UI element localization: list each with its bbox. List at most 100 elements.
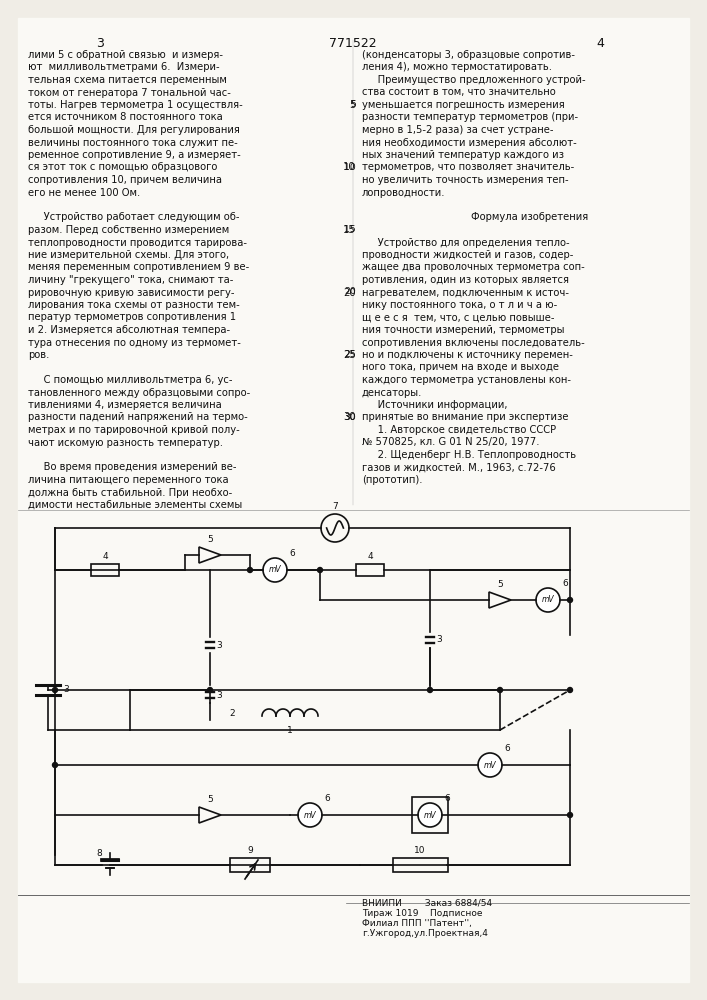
Text: mV: mV — [269, 566, 281, 574]
Text: термометров, что позволяет значитель-: термометров, что позволяет значитель- — [362, 162, 574, 172]
Text: метрах и по тарировочной кривой полу-: метрах и по тарировочной кривой полу- — [28, 425, 240, 435]
Text: лопроводности.: лопроводности. — [362, 188, 445, 198]
Text: большой мощности. Для регулирования: большой мощности. Для регулирования — [28, 125, 240, 135]
Circle shape — [498, 688, 503, 692]
Text: 20: 20 — [344, 288, 356, 296]
Text: г.Ужгород,ул.Проектная,4: г.Ужгород,ул.Проектная,4 — [362, 929, 488, 938]
Text: 3: 3 — [216, 690, 222, 700]
Text: ют  милливольтметрами 6.  Измери-: ют милливольтметрами 6. Измери- — [28, 62, 220, 73]
Text: mV: mV — [542, 595, 554, 604]
Text: разности падений напряжений на термо-: разности падений напряжений на термо- — [28, 412, 247, 422]
Text: но и подключены к источнику перемен-: но и подключены к источнику перемен- — [362, 350, 573, 360]
Text: Источники информации,: Источники информации, — [362, 400, 508, 410]
Text: 5: 5 — [207, 535, 213, 544]
Text: ния точности измерений, термометры: ния точности измерений, термометры — [362, 325, 564, 335]
Text: чают искомую разность температур.: чают искомую разность температур. — [28, 438, 223, 448]
Text: Во время проведения измерений ве-: Во время проведения измерений ве- — [28, 462, 237, 473]
Text: Тираж 1019    Подписное: Тираж 1019 Подписное — [362, 909, 482, 918]
Text: но увеличить точность измерения теп-: но увеличить точность измерения теп- — [362, 175, 568, 185]
Text: тура отнесения по одному из термомет-: тура отнесения по одному из термомет- — [28, 338, 241, 348]
Text: 30: 30 — [344, 412, 356, 422]
Circle shape — [568, 597, 573, 602]
Circle shape — [568, 812, 573, 818]
Text: 6: 6 — [324, 794, 329, 803]
Text: уменьшается погрешность измерения: уменьшается погрешность измерения — [362, 100, 565, 110]
Text: ротивления, один из которых является: ротивления, один из которых является — [362, 275, 569, 285]
Circle shape — [317, 568, 322, 572]
Text: 10: 10 — [344, 162, 356, 172]
Text: личину "грекущего" тока, снимают та-: личину "грекущего" тока, снимают та- — [28, 275, 233, 285]
Circle shape — [52, 762, 57, 768]
Text: сопротивления включены последователь-: сопротивления включены последователь- — [362, 338, 585, 348]
Text: димости нестабильные элементы схемы: димости нестабильные элементы схемы — [28, 500, 243, 510]
Text: 3: 3 — [436, 636, 442, 645]
Text: теплопроводности проводится тарирова-: теплопроводности проводится тарирова- — [28, 237, 247, 247]
Text: меняя переменным сопротивлением 9 ве-: меняя переменным сопротивлением 9 ве- — [28, 262, 250, 272]
Circle shape — [536, 588, 560, 612]
Circle shape — [247, 568, 252, 572]
Text: ператур термометров сопротивления 1: ператур термометров сопротивления 1 — [28, 312, 236, 322]
Text: 15: 15 — [344, 225, 356, 235]
Text: 5: 5 — [350, 100, 356, 109]
Text: Филиал ППП ''Патент'',: Филиал ППП ''Патент'', — [362, 919, 472, 928]
Text: разности температур термометров (при-: разности температур термометров (при- — [362, 112, 578, 122]
Text: 15: 15 — [344, 225, 356, 234]
Text: лирования тока схемы от разности тем-: лирования тока схемы от разности тем- — [28, 300, 240, 310]
Text: ров.: ров. — [28, 350, 49, 360]
Text: 8: 8 — [96, 848, 102, 857]
Text: 10: 10 — [414, 846, 426, 855]
Text: ния необходимости измерения абсолют-: ния необходимости измерения абсолют- — [362, 137, 577, 147]
Circle shape — [478, 753, 502, 777]
Text: 3: 3 — [96, 37, 104, 50]
Text: № 570825, кл. G 01 N 25/20, 1977.: № 570825, кл. G 01 N 25/20, 1977. — [362, 438, 539, 448]
Text: проводности жидкостей и газов, содер-: проводности жидкостей и газов, содер- — [362, 250, 573, 260]
Text: (прототип).: (прототип). — [362, 475, 423, 485]
Text: его не менее 100 Ом.: его не менее 100 Ом. — [28, 188, 140, 198]
Text: рировочную кривую зависимости регу-: рировочную кривую зависимости регу- — [28, 288, 235, 298]
Text: 6: 6 — [562, 579, 568, 588]
Circle shape — [418, 803, 442, 827]
Text: 1: 1 — [287, 726, 293, 735]
Bar — [230, 858, 270, 872]
Circle shape — [263, 558, 287, 582]
Text: 20: 20 — [344, 288, 356, 298]
Text: ных значений температур каждого из: ных значений температур каждого из — [362, 150, 564, 160]
Text: 771522: 771522 — [329, 37, 377, 50]
Text: 7: 7 — [332, 502, 338, 511]
Text: ного тока, причем на входе и выходе: ного тока, причем на входе и выходе — [362, 362, 559, 372]
Text: 6: 6 — [444, 794, 450, 803]
Text: сопротивления 10, причем величина: сопротивления 10, причем величина — [28, 175, 222, 185]
Bar — [392, 858, 448, 872]
Text: принятые во внимание при экспертизе: принятые во внимание при экспертизе — [362, 412, 568, 422]
Text: ся этот ток с помощью образцового: ся этот ток с помощью образцового — [28, 162, 217, 172]
Circle shape — [298, 803, 322, 827]
Text: мерно в 1,5-2 раза) за счет устране-: мерно в 1,5-2 раза) за счет устране- — [362, 125, 554, 135]
Text: ется источником 8 постоянного тока: ется источником 8 постоянного тока — [28, 112, 223, 122]
Text: током от генератора 7 тональной час-: током от генератора 7 тональной час- — [28, 88, 231, 98]
Text: разом. Перед собственно измерением: разом. Перед собственно измерением — [28, 225, 229, 235]
Text: личина питающего переменного тока: личина питающего переменного тока — [28, 475, 228, 485]
Text: и 2. Измеряется абсолютная темпера-: и 2. Измеряется абсолютная темпера- — [28, 325, 230, 335]
Text: 4: 4 — [103, 552, 107, 561]
Text: 3: 3 — [216, 641, 222, 650]
Text: тоты. Нагрев термометра 1 осуществля-: тоты. Нагрев термометра 1 осуществля- — [28, 100, 243, 110]
Text: тельная схема питается переменным: тельная схема питается переменным — [28, 75, 227, 85]
Text: ВНИИПИ        Заказ 6884/54: ВНИИПИ Заказ 6884/54 — [362, 898, 492, 907]
Text: Устройство для определения тепло-: Устройство для определения тепло- — [362, 237, 570, 247]
Text: щ е е с я  тем, что, с целью повыше-: щ е е с я тем, что, с целью повыше- — [362, 312, 554, 322]
Text: mV: mV — [304, 810, 316, 820]
Bar — [356, 564, 384, 576]
Text: каждого термометра установлены кон-: каждого термометра установлены кон- — [362, 375, 571, 385]
Text: 9: 9 — [247, 846, 253, 855]
Text: должна быть стабильной. При необхо-: должна быть стабильной. При необхо- — [28, 488, 233, 497]
Circle shape — [568, 688, 573, 692]
Text: тивлениями 4, измеряется величина: тивлениями 4, измеряется величина — [28, 400, 222, 410]
Text: 1. Авторское свидетельство СССР: 1. Авторское свидетельство СССР — [362, 425, 556, 435]
Text: денсаторы.: денсаторы. — [362, 387, 422, 397]
Text: 10: 10 — [344, 162, 356, 172]
Text: 5: 5 — [350, 100, 356, 110]
Text: лими 5 с обратной связью  и измеря-: лими 5 с обратной связью и измеря- — [28, 50, 223, 60]
Text: тановленного между образцовыми сопро-: тановленного между образцовыми сопро- — [28, 387, 250, 397]
Text: Формула изобретения: Формула изобретения — [472, 213, 589, 223]
Circle shape — [52, 688, 57, 692]
